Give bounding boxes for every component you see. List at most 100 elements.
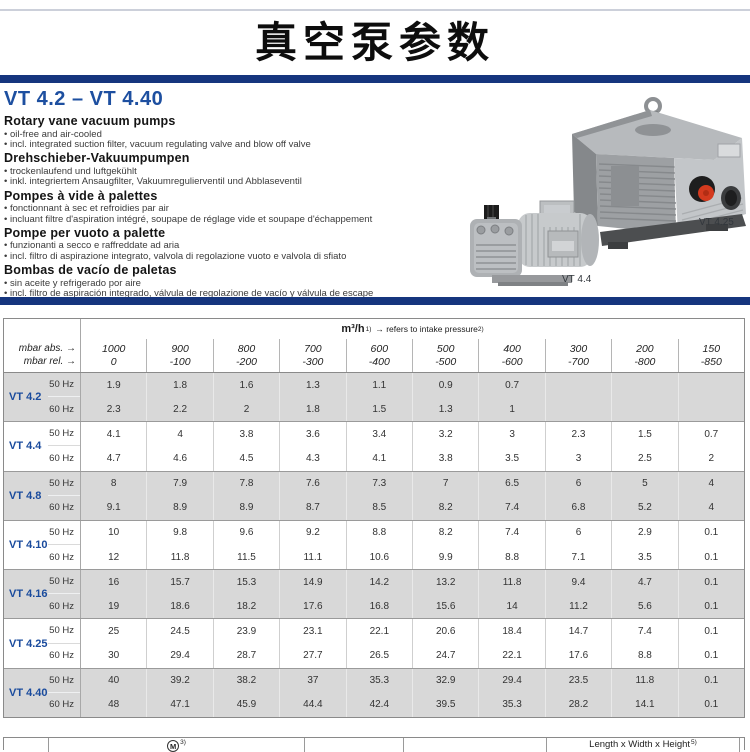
pump-performance-table: m³/h 1) → refers to intake pressure 2) mba…	[3, 318, 745, 718]
flow-value: 4.3	[279, 446, 345, 471]
flow-value: 35.3	[345, 668, 412, 693]
hz-label: 50 Hz	[48, 521, 80, 545]
unit-label: m³/h	[341, 323, 365, 335]
flow-value: 1	[478, 397, 544, 422]
flow-value: 2.5	[611, 446, 677, 471]
pressure-column-header: 200 -800	[611, 339, 677, 372]
feature-bullet: trockenlaufend und luftgekühlt	[4, 166, 484, 177]
model-label: VT 4.16	[9, 588, 48, 601]
flow-value: 17.6	[544, 643, 611, 668]
flow-value: 3.2	[412, 422, 478, 447]
flow-value: 12	[80, 544, 146, 570]
hz-label: 50 Hz	[48, 472, 80, 496]
flow-value: 4.6	[146, 446, 212, 471]
pump-photo-small	[470, 200, 599, 286]
pressure-columns: mbar abs. → mbar rel. → 1000 0 900 -100 800-…	[4, 339, 744, 372]
flow-value: 2.3	[544, 422, 611, 447]
flow-value: 15.6	[412, 594, 478, 619]
flow-value: 45.9	[212, 692, 279, 717]
flow-value: 0.1	[677, 619, 744, 644]
flow-value: 8.9	[146, 495, 212, 520]
flow-value: 8.8	[611, 643, 677, 668]
product-description-heading: Rotary vane vacuum pumps	[4, 114, 176, 128]
flow-value: 23.1	[279, 619, 345, 644]
flow-value: 10	[80, 520, 146, 545]
pressure-column-header: 400 -600	[478, 339, 544, 372]
flow-value: 3.8	[212, 422, 279, 447]
feature-bullet: fonctionnant à sec et refroidies par air	[4, 203, 484, 214]
feature-bullet: incl. filtro de aspiración integrado, vá…	[4, 288, 484, 299]
flow-value: 6.8	[544, 495, 611, 520]
description-list: Rotary vane vacuum pumpsoil-free and air…	[4, 113, 484, 300]
flow-value: 11.8	[611, 668, 677, 693]
mbar-abs-value: 200	[636, 343, 654, 355]
flow-value: 22.1	[345, 619, 412, 644]
flow-value	[544, 397, 611, 422]
feature-bullet: incluant filtre d'aspiration intégré, so…	[4, 214, 484, 225]
flow-value: 9.1	[80, 495, 146, 520]
flow-value: 3	[478, 422, 544, 447]
flow-value: 3.4	[345, 422, 412, 447]
flow-value: 22.1	[478, 643, 544, 668]
unit-note: → refers to intake pressure	[375, 324, 478, 334]
flow-value: 6	[544, 520, 611, 545]
flow-value: 1.5	[345, 397, 412, 422]
dims-header-cell: Length x Width x Height 5)	[546, 738, 739, 752]
model-label: VT 4.4	[9, 440, 42, 453]
flow-value: 7.4	[611, 619, 677, 644]
flow-value: 5	[611, 471, 677, 496]
flow-value: 3.6	[279, 422, 345, 447]
flow-value: 4	[677, 471, 744, 496]
product-description-heading: Bombas de vacío de paletas	[4, 263, 177, 278]
flow-value: 2.3	[80, 397, 146, 422]
flow-value: 3	[544, 446, 611, 471]
flow-value: 1.8	[279, 397, 345, 422]
flow-value: 44.4	[279, 692, 345, 717]
flow-value: 20.6	[412, 619, 478, 644]
flow-value: 25	[80, 619, 146, 644]
flow-value: 9.8	[146, 520, 212, 545]
mbar-rel-value: 0	[110, 355, 117, 368]
hz-label: 60 Hz	[49, 650, 74, 662]
flow-value: 14.1	[611, 692, 677, 717]
flow-value: 7.1	[544, 544, 611, 570]
flow-value: 4	[677, 495, 744, 520]
flow-value: 0.1	[677, 643, 744, 668]
unit-header: m³/h 1) → refers to intake pressure 2)	[80, 319, 744, 339]
mbar-abs-value: 800	[237, 343, 256, 355]
flow-value: 10.6	[345, 544, 412, 570]
hz-label: 60 Hz	[49, 600, 74, 612]
flow-value: 8.2	[412, 495, 478, 520]
flow-value: 8.9	[212, 495, 279, 520]
unit-footnote: 1)	[365, 325, 372, 333]
model-label: VT 4.2	[9, 391, 42, 404]
hz-label: 50 Hz	[48, 619, 80, 644]
flow-value: 2	[677, 446, 744, 471]
pressure-column-header: 150 -850	[677, 339, 744, 372]
flow-value: 4.1	[80, 422, 146, 447]
mbar-abs-value: 150	[702, 343, 721, 355]
flow-value: 6	[544, 471, 611, 496]
mbar-rel-value: -700	[567, 355, 589, 368]
mbar-rel-value: -300	[302, 355, 324, 368]
pump-photo-large	[572, 97, 746, 249]
pressure-column-header: 300 -700	[544, 339, 611, 372]
dims-footnote: 5)	[691, 739, 697, 746]
pressure-column-header: 600 -400	[345, 339, 412, 372]
flow-value: 3.5	[611, 544, 677, 570]
flow-value: 11.5	[212, 544, 279, 570]
flow-value: 18.2	[212, 594, 279, 619]
feature-bullet: inkl. integriertem Ansaugfilter, Vakuumr…	[4, 176, 484, 187]
motor-icon: M	[167, 740, 180, 752]
hz-label: 50 Hz	[48, 373, 80, 398]
table-header: m³/h 1) → refers to intake pressure 2) mba…	[4, 319, 744, 373]
mbar-abs-value: 600	[370, 343, 389, 355]
flow-value: 1.8	[146, 373, 212, 398]
flow-value: 0.1	[677, 544, 744, 570]
flow-value: 15.3	[212, 570, 279, 595]
mbar-rel-value: -800	[634, 355, 656, 368]
flow-value: 7.8	[212, 471, 279, 496]
hz-label: 60 Hz	[49, 551, 74, 563]
mbar-rel-value: -500	[435, 355, 457, 368]
product-description-heading: Pompe per vuoto a palette	[4, 225, 166, 240]
